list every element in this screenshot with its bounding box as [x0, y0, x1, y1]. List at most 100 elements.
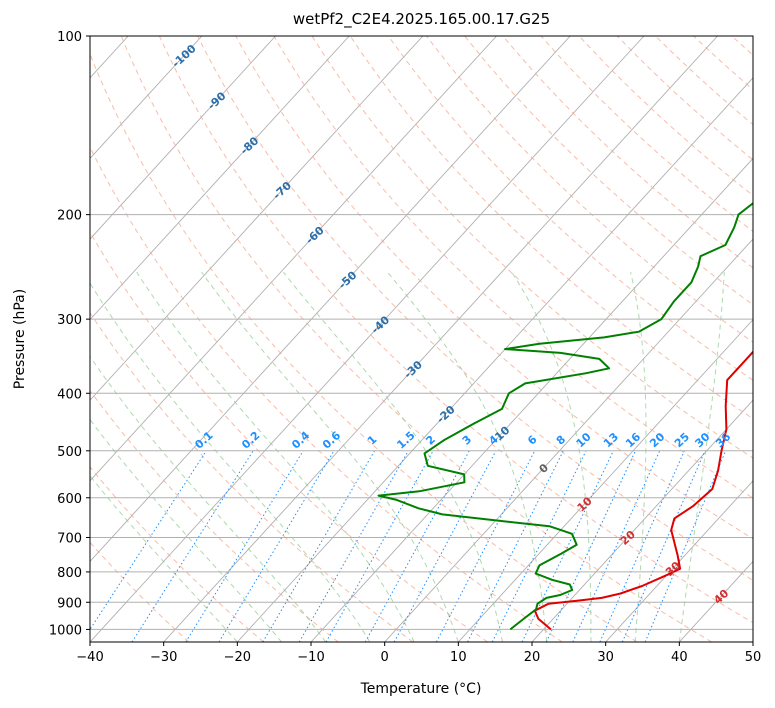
mixing-ratio-label: 0.4 — [289, 429, 312, 452]
isotherm-line — [90, 36, 645, 642]
dry-adiabat-line — [235, 36, 753, 540]
y-tick-label: 300 — [57, 313, 82, 328]
x-tick-label: −40 — [76, 650, 103, 665]
moist-adiabat-line — [90, 282, 371, 642]
mixing-ratio-label: 0.2 — [239, 429, 262, 452]
mixing-ratio-line — [545, 450, 636, 642]
moist-adiabat-line — [136, 271, 415, 642]
dewpoint-profile-line — [377, 201, 753, 631]
dry-adiabat-line — [273, 36, 753, 499]
dry-adiabat-line — [158, 36, 753, 624]
dry-adiabat-line — [197, 36, 753, 581]
moist-adiabat-line — [90, 355, 327, 642]
mixing-ratio-line — [521, 450, 614, 642]
dry-adiabat-line — [90, 541, 190, 642]
y-tick-label: 800 — [57, 566, 82, 581]
isotherm-line — [752, 641, 753, 642]
y-tick-label: 100 — [57, 30, 82, 45]
x-tick-label: 0 — [381, 650, 389, 665]
moist-adiabat-line — [201, 271, 459, 642]
y-tick-label: 1000 — [49, 623, 82, 638]
x-tick-label: 40 — [671, 650, 688, 665]
dry-adiabat-line — [540, 36, 753, 233]
isotherm-line — [679, 560, 753, 642]
mixing-ratio-line — [393, 450, 497, 642]
mixing-ratio-line — [644, 450, 727, 642]
isotherm-line — [90, 36, 276, 240]
mixing-ratio-line — [185, 450, 304, 642]
mixing-ratio-line — [599, 450, 685, 642]
mixing-ratio-line — [621, 450, 706, 642]
y-tick-label: 200 — [57, 209, 82, 224]
x-tick-label: 20 — [524, 650, 541, 665]
mixing-ratio-label: 13 — [601, 430, 621, 450]
y-tick-label: 600 — [57, 492, 82, 507]
moist-adiabat-line — [630, 271, 647, 642]
dry-adiabat-line — [90, 52, 638, 642]
mixing-ratio-line — [364, 450, 470, 642]
moist-adiabat-line — [387, 271, 548, 642]
isotherm-line — [384, 238, 753, 642]
y-tick-label: 900 — [57, 596, 82, 611]
dry-adiabat-line — [90, 389, 339, 642]
mixing-ratio-line — [131, 450, 254, 642]
mixing-ratio-label: 6 — [525, 433, 540, 448]
mixing-ratio-label: 0.6 — [320, 429, 343, 452]
dry-adiabat-line — [693, 36, 753, 91]
dry-adiabat-line — [655, 36, 753, 126]
chart-title: wetPf2_C2E4.2025.165.00.17.G25 — [292, 10, 551, 28]
isotherm-line — [531, 399, 753, 642]
y-axis-label: Pressure (hPa) — [12, 289, 28, 389]
isotherm-line — [90, 36, 424, 401]
isotherm-line — [458, 318, 753, 642]
x-tick-label: −20 — [224, 650, 251, 665]
moist-adiabat-line — [511, 271, 592, 642]
mixing-ratio-label: 8 — [554, 433, 568, 448]
dry-adiabat-line — [90, 231, 488, 642]
dry-adiabat-line — [616, 36, 753, 161]
mixing-ratio-label: 10 — [574, 430, 594, 450]
temperature-profile-line — [533, 350, 753, 631]
dry-adiabat-line — [90, 466, 264, 642]
mixing-ratio-line — [298, 450, 409, 642]
x-tick-label: 10 — [450, 650, 467, 665]
dry-adiabat-line — [120, 36, 712, 642]
mixing-ratio-label: 20 — [647, 430, 667, 450]
isotherm-line — [237, 77, 753, 642]
mixing-ratio-line — [572, 450, 661, 642]
x-tick-label: 30 — [597, 650, 614, 665]
moist-adiabat-line — [90, 418, 282, 642]
mixing-ratio-line — [325, 450, 434, 642]
isotherm-line — [90, 36, 350, 321]
mixing-ratio-label: 16 — [623, 430, 643, 450]
mixing-ratio-line — [491, 450, 587, 642]
isotherm-line — [90, 36, 497, 482]
moist-adiabat-line — [90, 475, 238, 642]
moist-adiabat-line — [283, 271, 503, 642]
plot-frame — [89, 35, 754, 643]
isotherm-line — [90, 36, 571, 563]
x-axis-label: Temperature (°C) — [360, 681, 482, 697]
moist-adiabat-line — [678, 272, 725, 642]
mixing-ratio-line — [90, 450, 207, 631]
y-tick-label: 400 — [57, 387, 82, 402]
mixing-ratio-label: 25 — [672, 430, 692, 450]
mixing-ratio-label: 3 — [460, 433, 474, 448]
dry-adiabat-line — [426, 36, 753, 343]
mixing-ratio-line — [435, 450, 536, 642]
dry-adiabat-line — [90, 145, 563, 642]
dry-adiabat-line — [464, 36, 753, 306]
isotherm-label: -100 — [170, 42, 199, 70]
y-tick-label: 700 — [57, 532, 82, 547]
mixing-ratio-label: 1 — [365, 433, 379, 448]
y-tick-label: 500 — [57, 445, 82, 460]
isotherm-line — [90, 36, 203, 160]
mixing-ratio-line — [218, 450, 335, 642]
x-tick-label: −10 — [297, 650, 324, 665]
mixing-ratio-label: 36 — [713, 430, 733, 450]
mixing-ratio-line — [262, 450, 376, 642]
x-tick-label: −30 — [150, 650, 177, 665]
isotherm-line — [605, 480, 753, 642]
x-tick-label: 50 — [745, 650, 762, 665]
